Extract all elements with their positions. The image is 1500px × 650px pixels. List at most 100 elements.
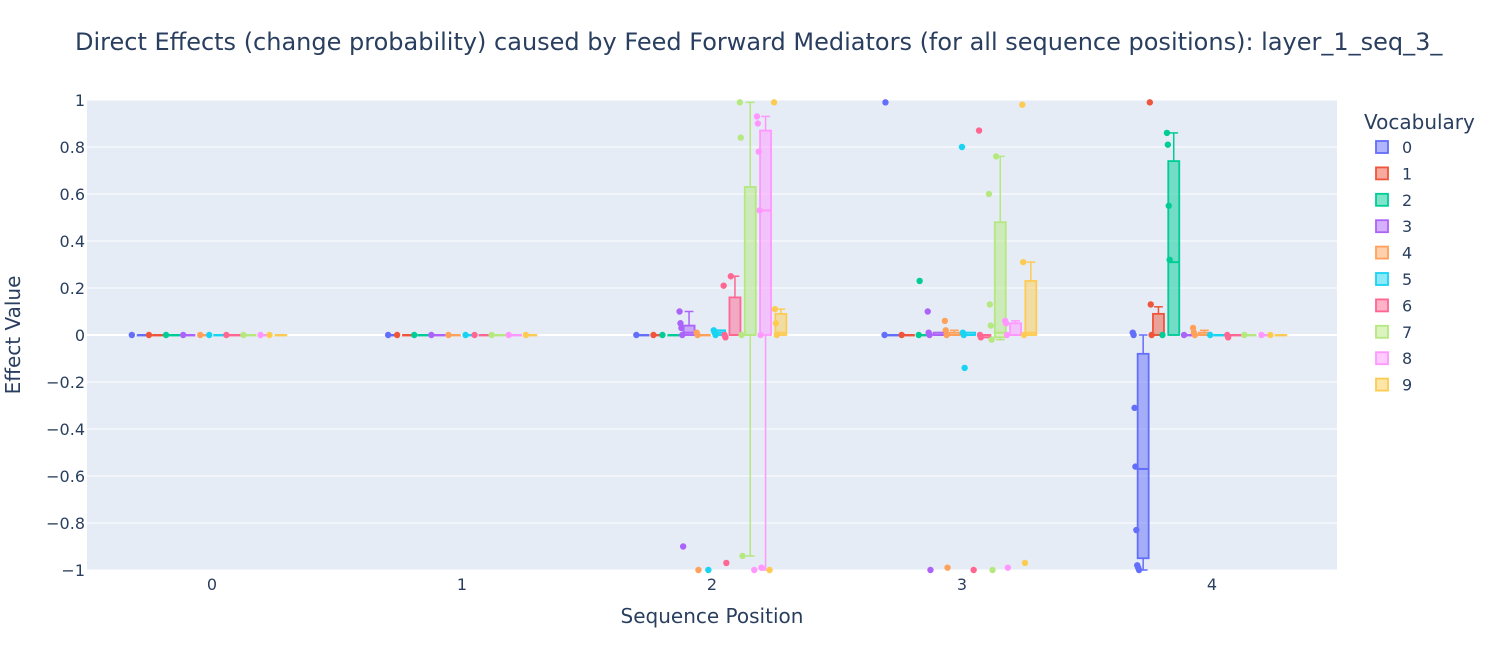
legend-item-4[interactable]: 4 — [1375, 244, 1412, 263]
data-point[interactable] — [882, 99, 889, 106]
data-point[interactable] — [1164, 141, 1172, 148]
data-point[interactable] — [771, 305, 779, 313]
data-point[interactable] — [1159, 331, 1166, 339]
data-point[interactable] — [1267, 331, 1274, 339]
data-point[interactable] — [1258, 331, 1265, 339]
data-point[interactable] — [754, 120, 762, 127]
data-point[interactable] — [722, 334, 729, 341]
box-series-5-pos-3[interactable] — [958, 143, 977, 372]
data-point[interactable] — [773, 331, 780, 339]
data-point[interactable] — [753, 113, 761, 120]
box-series-3-pos-1[interactable] — [428, 331, 446, 339]
data-point[interactable] — [766, 566, 773, 574]
data-point[interactable] — [197, 331, 204, 339]
data-point[interactable] — [1241, 331, 1248, 339]
box-series-1-pos-3[interactable] — [898, 331, 915, 339]
data-point[interactable] — [986, 301, 994, 308]
data-point[interactable] — [992, 153, 1000, 160]
box-series-8-pos-2[interactable] — [751, 113, 772, 574]
data-point[interactable] — [926, 331, 933, 339]
data-point[interactable] — [257, 331, 264, 339]
data-point[interactable] — [445, 331, 452, 339]
data-point[interactable] — [694, 331, 701, 339]
data-point[interactable] — [970, 566, 977, 574]
data-point[interactable] — [488, 331, 495, 339]
data-point[interactable] — [755, 148, 762, 155]
box-series-9-pos-2[interactable] — [766, 99, 788, 574]
legend-item-1[interactable]: 1 — [1375, 164, 1412, 183]
data-point[interactable] — [941, 317, 949, 325]
box-series-6-pos-4[interactable] — [1224, 331, 1242, 341]
data-point[interactable] — [679, 331, 686, 339]
data-point[interactable] — [757, 331, 764, 339]
data-point[interactable] — [712, 331, 719, 339]
data-point[interactable] — [1133, 526, 1140, 534]
data-point[interactable] — [1003, 331, 1011, 339]
data-point[interactable] — [1135, 566, 1143, 574]
box-series-7-pos-0[interactable] — [240, 331, 257, 339]
data-point[interactable] — [756, 207, 763, 214]
legend-item-6[interactable]: 6 — [1375, 296, 1412, 315]
data-point[interactable] — [1021, 559, 1029, 567]
data-point[interactable] — [772, 320, 780, 327]
data-point[interactable] — [977, 334, 985, 341]
box-series-7-pos-1[interactable] — [488, 331, 507, 339]
data-point[interactable] — [505, 331, 512, 339]
box-series-3-pos-3[interactable] — [924, 308, 946, 574]
data-point[interactable] — [145, 331, 153, 339]
data-point[interactable] — [961, 364, 968, 372]
data-point[interactable] — [739, 552, 746, 560]
box-series-3-pos-0[interactable] — [179, 331, 196, 339]
legend-item-0[interactable]: 0 — [1375, 138, 1412, 157]
data-point[interactable] — [960, 331, 967, 339]
box-series-9-pos-0[interactable] — [266, 331, 288, 339]
data-point[interactable] — [1130, 331, 1137, 339]
legend-item-5[interactable]: 5 — [1375, 270, 1412, 289]
data-point[interactable] — [1166, 256, 1173, 263]
data-point[interactable] — [223, 331, 230, 339]
data-point[interactable] — [927, 566, 934, 574]
data-point[interactable] — [206, 331, 213, 339]
data-point[interactable] — [727, 273, 735, 280]
data-point[interactable] — [179, 331, 187, 339]
box-series-9-pos-3[interactable] — [1019, 101, 1038, 567]
data-point[interactable] — [738, 331, 745, 339]
data-point[interactable] — [162, 331, 170, 339]
data-point[interactable] — [650, 331, 657, 339]
data-point[interactable] — [924, 308, 931, 315]
data-point[interactable] — [128, 331, 136, 339]
box-series-2-pos-4[interactable] — [1159, 129, 1181, 339]
data-point[interactable] — [881, 331, 888, 339]
box-series-8-pos-3[interactable] — [1001, 317, 1022, 571]
box-series-7-pos-4[interactable] — [1241, 331, 1257, 339]
data-point[interactable] — [736, 99, 744, 106]
box-series-4-pos-2[interactable] — [693, 329, 711, 574]
data-point[interactable] — [1131, 404, 1138, 412]
data-point[interactable] — [1191, 331, 1199, 339]
data-point[interactable] — [240, 331, 247, 339]
legend-item-8[interactable]: 8 — [1375, 349, 1412, 368]
legend[interactable]: Vocabulary 0 1 2 3 4 5 6 7 8 9 — [1364, 110, 1475, 395]
data-point[interactable] — [751, 566, 758, 574]
data-point[interactable] — [411, 331, 418, 339]
data-point[interactable] — [679, 543, 687, 550]
data-point[interactable] — [758, 564, 765, 571]
data-point[interactable] — [462, 331, 469, 339]
data-point[interactable] — [1165, 202, 1172, 209]
data-point[interactable] — [705, 566, 712, 574]
box-series-7-pos-2[interactable] — [736, 99, 757, 560]
data-point[interactable] — [1004, 564, 1012, 571]
data-point[interactable] — [633, 331, 640, 339]
data-point[interactable] — [522, 331, 530, 339]
legend-item-3[interactable]: 3 — [1375, 217, 1412, 236]
box-series-7-pos-3[interactable] — [985, 153, 1007, 574]
data-point[interactable] — [1132, 463, 1139, 470]
legend-item-2[interactable]: 2 — [1375, 191, 1412, 210]
data-point[interactable] — [1019, 258, 1027, 266]
box-series-0-pos-4[interactable] — [1129, 329, 1150, 574]
box-series-4-pos-3[interactable] — [941, 317, 961, 571]
data-point[interactable] — [1020, 331, 1028, 339]
data-point[interactable] — [1224, 334, 1232, 341]
data-point[interactable] — [989, 566, 996, 574]
data-point[interactable] — [720, 282, 727, 289]
